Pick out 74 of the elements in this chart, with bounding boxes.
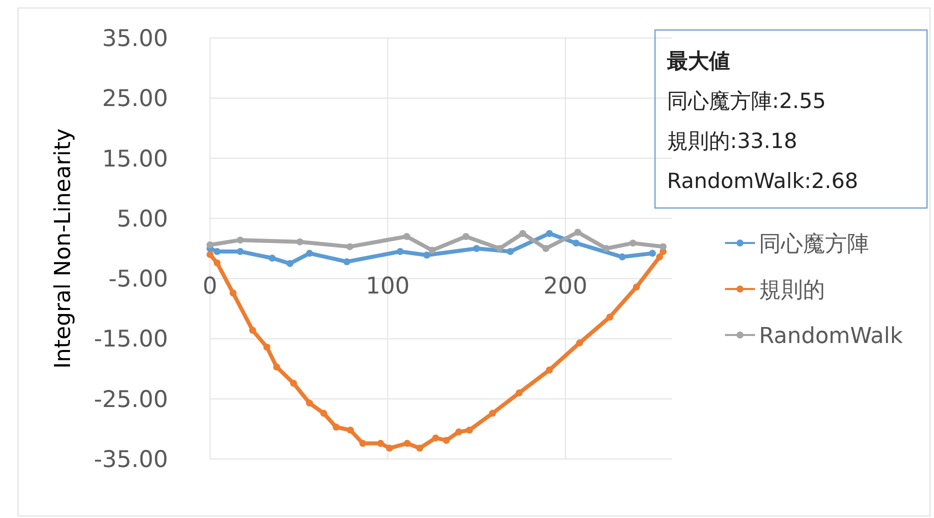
legend-label: 同心魔方陣 bbox=[759, 232, 869, 257]
point bbox=[346, 243, 354, 250]
point bbox=[249, 326, 256, 334]
x-tick-label: 100 bbox=[366, 274, 410, 300]
point bbox=[574, 228, 582, 236]
point bbox=[286, 260, 294, 268]
point bbox=[462, 232, 470, 240]
point bbox=[404, 440, 411, 447]
annotation: 規則的:33.18 bbox=[667, 129, 798, 153]
point bbox=[423, 252, 430, 259]
point bbox=[632, 283, 640, 290]
point bbox=[606, 314, 614, 321]
point bbox=[320, 410, 328, 417]
annotation: RandomWalk:2.68 bbox=[667, 169, 858, 193]
point bbox=[576, 339, 584, 346]
point bbox=[263, 344, 270, 351]
point bbox=[546, 366, 553, 374]
x-tick-label: 200 bbox=[543, 274, 588, 300]
y-tick-label: -15.00 bbox=[94, 326, 168, 353]
point bbox=[506, 248, 514, 256]
y-tick-label: 35.00 bbox=[102, 26, 168, 52]
point bbox=[306, 400, 314, 407]
y-tick-label: -5.00 bbox=[108, 266, 168, 293]
point bbox=[214, 259, 221, 266]
point bbox=[618, 253, 626, 260]
point bbox=[416, 444, 424, 452]
point bbox=[346, 426, 354, 434]
y-tick-label: -25.00 bbox=[94, 386, 168, 413]
point bbox=[489, 410, 496, 417]
point bbox=[332, 424, 340, 431]
point bbox=[496, 245, 504, 252]
point bbox=[442, 436, 450, 444]
y-tick-label: 15.00 bbox=[102, 146, 168, 172]
point bbox=[546, 230, 553, 237]
point bbox=[290, 380, 298, 387]
point bbox=[432, 434, 440, 442]
y-tick-label: 25.00 bbox=[102, 86, 168, 112]
point bbox=[656, 253, 664, 260]
legend-label: 規則的 bbox=[759, 278, 825, 303]
point bbox=[306, 250, 314, 257]
legend-label: RandomWalk bbox=[759, 324, 904, 349]
point bbox=[660, 243, 667, 250]
point bbox=[236, 236, 244, 244]
point bbox=[473, 245, 480, 252]
point bbox=[206, 241, 214, 248]
point bbox=[602, 245, 610, 252]
point bbox=[396, 248, 404, 256]
point bbox=[273, 363, 280, 370]
point bbox=[230, 290, 237, 297]
annotation: 同心魔方陣:2.55 bbox=[667, 89, 826, 113]
point bbox=[359, 440, 366, 447]
y-tick-label: -35.00 bbox=[94, 447, 168, 473]
point bbox=[377, 440, 384, 447]
point bbox=[403, 232, 410, 240]
point bbox=[343, 258, 350, 266]
point bbox=[268, 254, 276, 262]
point bbox=[386, 444, 393, 452]
point bbox=[236, 248, 244, 256]
point bbox=[206, 251, 214, 258]
annotation: 最大値 bbox=[666, 49, 730, 73]
point bbox=[648, 250, 656, 257]
x-tick-label: 0 bbox=[202, 274, 218, 300]
point bbox=[629, 240, 636, 247]
point bbox=[519, 230, 526, 237]
point bbox=[516, 389, 523, 396]
y-tick-label: 5.00 bbox=[116, 206, 168, 232]
point bbox=[455, 428, 462, 436]
point bbox=[428, 246, 436, 254]
point bbox=[466, 426, 473, 434]
y-axis-title: Integral Non-Linearity bbox=[51, 128, 76, 369]
point bbox=[572, 240, 580, 247]
point bbox=[542, 245, 550, 252]
point bbox=[296, 238, 304, 246]
point bbox=[214, 248, 221, 256]
